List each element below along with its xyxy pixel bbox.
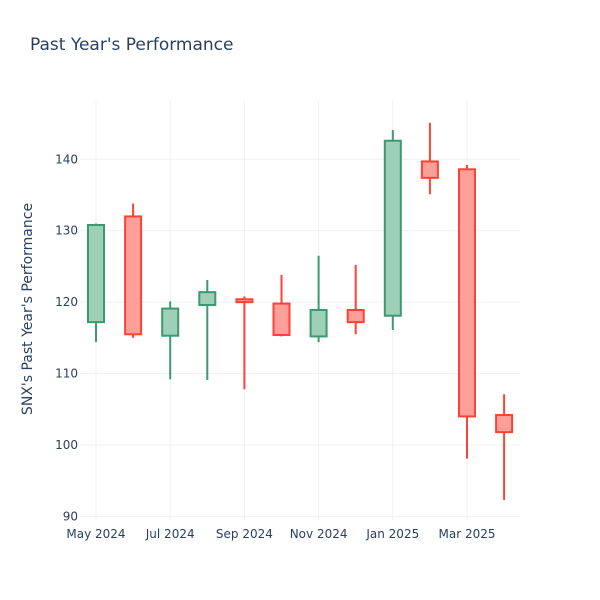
candle-2025-03 (458, 165, 476, 459)
chart-title: Past Year's Performance (30, 35, 234, 55)
candle-body (458, 168, 476, 418)
x-tick-label: Jul 2024 (145, 527, 195, 541)
x-tick-label: May 2024 (66, 527, 125, 541)
y-tick-label: 120 (55, 295, 78, 309)
grid (80, 100, 520, 520)
candle-2024-08 (198, 280, 217, 380)
candle-body (198, 291, 217, 306)
candle-2025-04 (495, 394, 514, 500)
y-tick-label: 130 (55, 224, 78, 238)
y-tick-label: 100 (55, 438, 78, 452)
x-tick-label: Mar 2025 (439, 527, 496, 541)
candle-2024-07 (161, 301, 180, 380)
candle-body (495, 414, 514, 434)
candle-body (87, 224, 105, 324)
candle-2024-09 (235, 296, 254, 390)
candle-body (235, 298, 254, 304)
y-axis-title: SNX's Past Year's Performance (20, 203, 36, 415)
candle-body (309, 309, 328, 338)
x-tick-label: Sep 2024 (216, 527, 273, 541)
x-axis: May 2024 Jul 2024 Sep 2024 Nov 2024 Jan 2025… (66, 527, 495, 541)
x-tick-label: Jan 2025 (365, 527, 419, 541)
candle-body (124, 215, 143, 336)
candle-2024-06 (124, 203, 143, 338)
candle-body (383, 139, 402, 317)
candle-body (420, 160, 439, 179)
candle-2024-12 (346, 265, 365, 335)
y-tick-label: 110 (55, 367, 78, 381)
candles (87, 122, 514, 500)
candle-body (161, 307, 180, 337)
candle-2024-11 (309, 255, 328, 343)
candle-2024-05 (87, 223, 105, 343)
candle-2024-10 (272, 275, 291, 337)
x-tick-label: Nov 2024 (290, 527, 348, 541)
y-axis: 90 100 110 120 130 140 (55, 152, 78, 523)
candle-body (272, 302, 291, 337)
candle-body (346, 309, 365, 324)
candle-2025-02 (420, 122, 439, 195)
y-tick-label: 90 (63, 509, 78, 523)
candle-2025-01 (383, 130, 402, 330)
y-tick-label: 140 (55, 152, 78, 166)
